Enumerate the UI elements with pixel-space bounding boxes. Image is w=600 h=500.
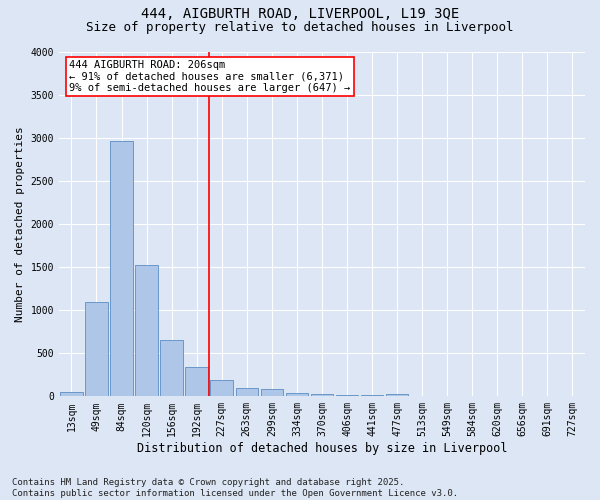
Bar xyxy=(236,388,258,396)
Bar xyxy=(211,380,233,396)
Bar xyxy=(336,394,358,396)
Text: 444, AIGBURTH ROAD, LIVERPOOL, L19 3QE: 444, AIGBURTH ROAD, LIVERPOOL, L19 3QE xyxy=(141,8,459,22)
Text: Size of property relative to detached houses in Liverpool: Size of property relative to detached ho… xyxy=(86,21,514,34)
Text: Contains HM Land Registry data © Crown copyright and database right 2025.
Contai: Contains HM Land Registry data © Crown c… xyxy=(12,478,458,498)
Bar xyxy=(60,392,83,396)
Bar xyxy=(185,367,208,396)
Bar xyxy=(110,141,133,397)
Bar xyxy=(85,302,108,396)
Bar xyxy=(386,394,409,396)
Bar xyxy=(286,393,308,396)
X-axis label: Distribution of detached houses by size in Liverpool: Distribution of detached houses by size … xyxy=(137,442,507,455)
Bar xyxy=(311,394,333,396)
Text: 444 AIGBURTH ROAD: 206sqm
← 91% of detached houses are smaller (6,371)
9% of sem: 444 AIGBURTH ROAD: 206sqm ← 91% of detac… xyxy=(70,60,350,94)
Bar xyxy=(160,340,183,396)
Bar xyxy=(136,266,158,396)
Bar xyxy=(260,389,283,396)
Y-axis label: Number of detached properties: Number of detached properties xyxy=(15,126,25,322)
